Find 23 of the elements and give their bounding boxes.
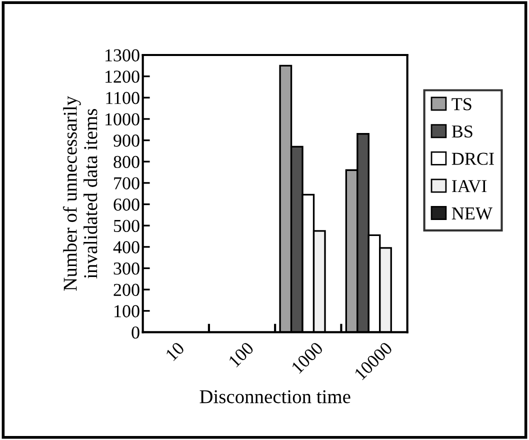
legend-label: BS (452, 125, 472, 138)
y-tick-label: 300 (114, 262, 140, 275)
y-tick-label: 0 (132, 326, 140, 339)
y-tick-label: 1000 (106, 113, 140, 126)
y-tick-label: 100 (114, 305, 140, 318)
y-tick-label: 700 (114, 177, 140, 190)
y-tick-label: 200 (114, 284, 140, 296)
y-tick-label: 900 (114, 134, 140, 147)
x-axis-title: Disconnection time (200, 390, 350, 404)
y-tick-label: 1200 (106, 70, 140, 83)
y-tick-label: 800 (114, 156, 140, 168)
y-tick-label: 1100 (106, 92, 140, 104)
y-tick-label: 400 (113, 241, 140, 254)
x-tick-label: 10 (165, 341, 185, 362)
legend-label: DRCI (452, 152, 494, 165)
y-axis-title: Number of unnecessarily invalidated data items (62, 96, 98, 291)
legend-label: TS (452, 98, 472, 110)
y-tick-label: 600 (114, 198, 140, 211)
x-tick-label: 100 (228, 341, 254, 368)
y-tick-label: 1300 (106, 49, 140, 62)
y-tick-label: 500 (114, 220, 140, 232)
legend-label: IAVI (452, 180, 487, 192)
legend-label: NEW (452, 208, 492, 220)
